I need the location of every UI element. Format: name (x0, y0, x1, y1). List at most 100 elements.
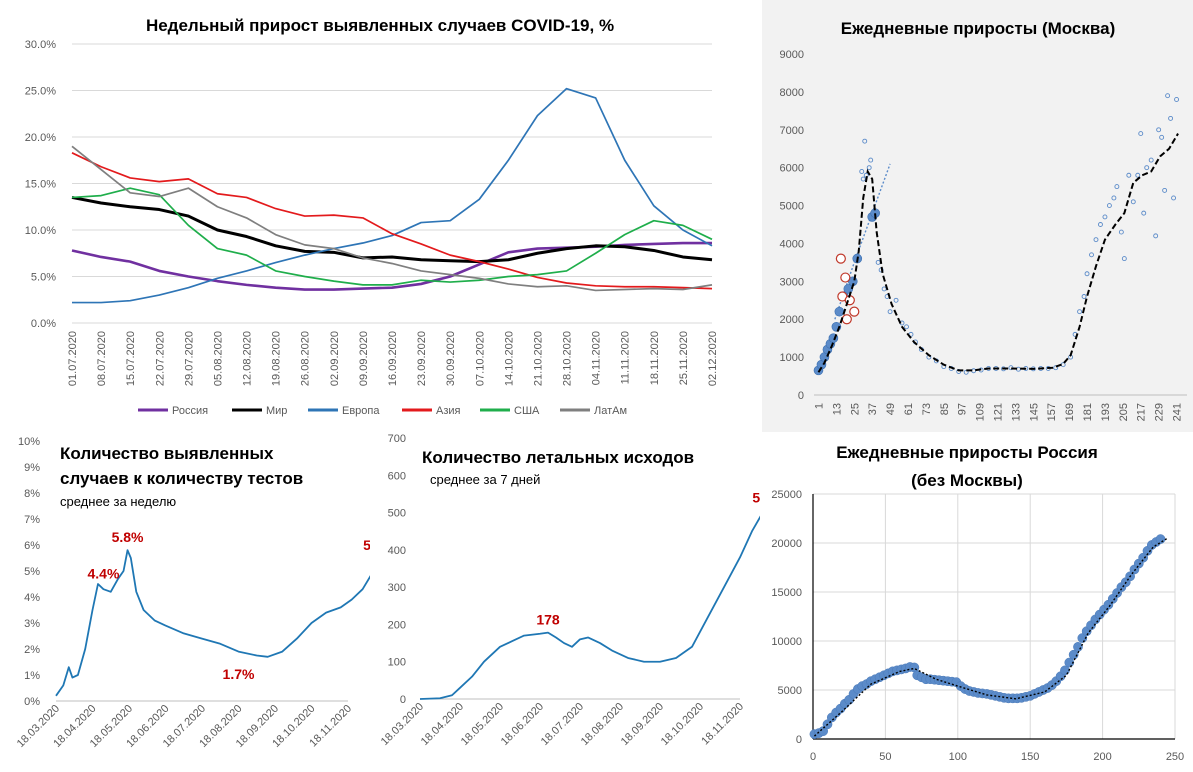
deaths-title: Количество летальных исходов (422, 448, 694, 467)
moscow-x-tick: 241 (1172, 403, 1184, 421)
tests-y-tick: 9% (24, 462, 40, 474)
tests-panel: Количество выявленных случаев к количест… (0, 433, 370, 772)
russia-point (1077, 633, 1088, 643)
moscow-x-tick: 205 (1118, 403, 1130, 421)
weekly-x-tick: 14.10.2020 (503, 331, 515, 386)
moscow-small-point (1106, 203, 1112, 209)
weekly-x-tick: 29.07.2020 (183, 331, 195, 386)
russia-y-tick: 20000 (771, 538, 802, 550)
tests-y-tick: 6% (24, 540, 40, 552)
moscow-small-point (1144, 165, 1150, 171)
moscow-daily-panel: Ежедневные приросты (Москва) 0 1000 2000 30… (762, 0, 1193, 432)
russia-point (1064, 657, 1075, 668)
moscow-small-point (1121, 256, 1127, 262)
moscow-small-point (1093, 237, 1099, 243)
moscow-small-point (881, 286, 887, 292)
russia-y-tick: 25000 (771, 489, 802, 501)
moscow-small-point (1118, 229, 1124, 235)
moscow-small-point (1098, 222, 1103, 227)
tests-y-tick: 5% (24, 566, 40, 578)
deaths-subtitle: среднее за 7 дней (430, 472, 540, 487)
russia-panel: Ежедневные приросты Россия (без Москвы) … (762, 434, 1193, 772)
moscow-small-point (887, 309, 893, 315)
tests-y-tick: 4% (24, 592, 40, 604)
moscow-x-tick: 217 (1136, 403, 1148, 421)
russia-x-tick: 50 (879, 751, 891, 763)
russia-y-tick: 0 (796, 734, 802, 746)
weekly-series-line (71, 145, 713, 292)
weekly-x-tick: 01.07.2020 (67, 331, 79, 386)
moscow-small-point (866, 165, 872, 171)
deaths-x-tick: 18.10.2020 (659, 701, 706, 748)
weekly-x-tick: 15.07.2020 (125, 331, 137, 386)
weekly-y-tick: 15.0% (25, 179, 56, 191)
moscow-x-tick: 61 (903, 403, 915, 415)
moscow-small-point (1126, 172, 1132, 178)
weekly-legend-label: Мир (266, 405, 287, 417)
russia-y-tick: 5000 (778, 685, 802, 697)
weekly-y-tick: 25.0% (25, 86, 56, 98)
moscow-small-point (1135, 172, 1141, 178)
tests-title-line2: случаев к количеству тестов (60, 469, 303, 488)
tests-subtitle: среднее за неделю (60, 494, 176, 509)
russia-y-tick: 15000 (771, 587, 802, 599)
weekly-y-tick: 10.0% (25, 225, 56, 237)
weekly-series-line (71, 152, 713, 290)
moscow-small-point (1165, 93, 1171, 99)
tests-y-tick: 2% (24, 644, 40, 656)
deaths-y-tick: 500 (388, 508, 406, 520)
moscow-y-tick: 0 (798, 390, 804, 402)
weekly-x-tick: 08.07.2020 (96, 331, 108, 386)
weekly-x-tick: 12.08.2020 (242, 331, 254, 386)
moscow-small-point (1089, 252, 1094, 258)
russia-title-line2: (без Москвы) (911, 471, 1023, 490)
weekly-x-tick: 22.07.2020 (154, 331, 166, 386)
moscow-y-tick: 2000 (780, 314, 804, 326)
moscow-x-tick: 169 (1064, 403, 1076, 421)
weekly-x-tick: 16.09.2020 (387, 331, 399, 386)
weekly-x-tick: 21.10.2020 (532, 331, 544, 386)
russia-y-tick: 10000 (771, 636, 802, 648)
moscow-x-tick: 157 (1046, 403, 1058, 421)
weekly-x-tick: 18.11.2020 (649, 331, 661, 385)
moscow-small-point (1130, 199, 1136, 205)
weekly-x-tick: 09.09.2020 (358, 331, 370, 386)
moscow-x-tick: 49 (885, 403, 897, 415)
weekly-legend-label: Азия (436, 405, 461, 417)
moscow-small-point (862, 138, 868, 144)
weekly-x-tick: 25.11.2020 (678, 331, 690, 385)
moscow-small-point (893, 297, 899, 303)
deaths-annotation: 506 (752, 489, 760, 505)
moscow-small-point (1114, 184, 1120, 190)
tests-y-tick: 0% (24, 696, 40, 708)
weekly-x-tick: 07.10.2020 (474, 331, 486, 386)
weekly-growth-chart: Недельный прирост выявленных случаев COV… (25, 16, 719, 417)
moscow-y-tick: 5000 (780, 201, 804, 213)
weekly-x-tick: 28.10.2020 (562, 331, 574, 386)
tests-title-line1: Количество выявленных (60, 444, 274, 463)
tests-y-tick: 10% (18, 436, 40, 448)
moscow-small-point (1159, 134, 1165, 140)
weekly-y-tick: 20.0% (25, 132, 56, 144)
moscow-small-point (1081, 294, 1087, 299)
weekly-x-tick: 26.08.2020 (300, 331, 312, 386)
weekly-y-tick: 0.0% (31, 318, 56, 330)
deaths-panel: Количество летальных исходов среднее за … (372, 433, 760, 772)
deaths-y-tick: 400 (388, 545, 406, 557)
weekly-x-tick: 04.11.2020 (591, 331, 603, 385)
moscow-small-point (1111, 195, 1117, 201)
moscow-small-point (963, 369, 969, 375)
moscow-x-tick: 1 (813, 403, 825, 409)
weekly-x-tick: 11.11.2020 (620, 331, 632, 384)
moscow-x-tick: 145 (1028, 403, 1040, 421)
weekly-x-tick: 02.09.2020 (329, 331, 341, 386)
moscow-x-tick: 85 (939, 403, 951, 415)
russia-trend-line (813, 537, 1169, 737)
moscow-x-tick: 133 (1010, 403, 1022, 421)
russia-title-line1: Ежедневные приросты Россия (836, 443, 1098, 462)
weekly-x-tick: 30.09.2020 (445, 331, 457, 386)
moscow-open-point (841, 314, 852, 325)
russia-x-tick: 200 (1093, 751, 1111, 763)
moscow-x-tick: 25 (849, 403, 861, 415)
weekly-legend-label: США (514, 405, 540, 417)
